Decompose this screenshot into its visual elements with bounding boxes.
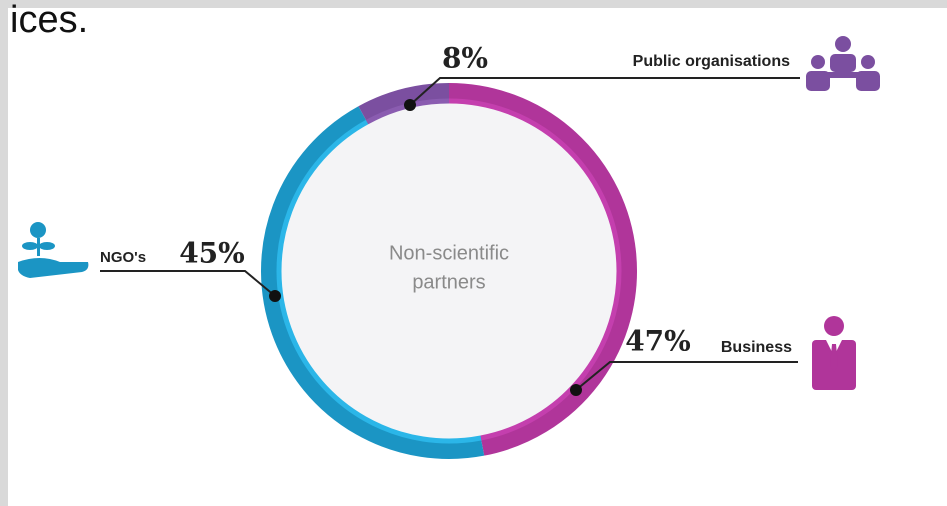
donut-segment: [358, 83, 450, 124]
left-bar: [0, 0, 8, 506]
public-icon: [806, 36, 880, 91]
value-label: 47%: [625, 325, 691, 358]
text-fragment: ices.: [10, 0, 88, 41]
leader-line: [409, 77, 800, 106]
value-label: 45%: [179, 237, 245, 270]
category-label: Public organisations: [633, 53, 790, 70]
leader-dots: [269, 99, 582, 396]
category-label: NGO's: [100, 249, 146, 266]
value-label: 8%: [442, 42, 488, 75]
center-label: Non-scientific: [389, 242, 509, 264]
donut-center: [279, 101, 619, 441]
center-label: partners: [412, 271, 485, 293]
ngo-icon: [18, 222, 89, 278]
donut-segment: [448, 83, 637, 456]
leader-line: [575, 361, 798, 391]
leader-dot: [269, 290, 281, 302]
donut-segment-inner: [276, 119, 482, 444]
top-bar: [0, 0, 947, 8]
leader-dot: [404, 99, 416, 111]
business-icon: [812, 316, 856, 390]
donut-segment: [261, 106, 485, 459]
leader-lines: [100, 77, 800, 391]
leader-dot: [570, 384, 582, 396]
leader-line: [100, 270, 276, 297]
donut-segment-inner: [448, 98, 622, 441]
category-label: Business: [721, 339, 792, 356]
